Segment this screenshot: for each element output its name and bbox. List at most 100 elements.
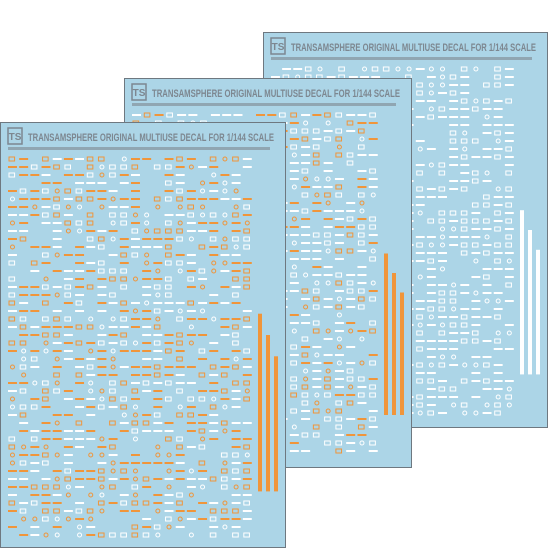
decal-mark	[231, 262, 241, 264]
decal-mark	[30, 246, 40, 248]
decal-mark	[120, 468, 127, 474]
decal-mark	[175, 350, 185, 352]
decal-mark	[493, 148, 503, 150]
decal-mark	[198, 502, 208, 504]
decal-mark	[19, 430, 29, 432]
decal-mark	[165, 276, 172, 282]
decal-mark	[99, 324, 105, 330]
decal-mark	[86, 262, 96, 264]
decal-mark	[314, 400, 320, 406]
decal-mark	[53, 316, 60, 322]
decal-mark	[504, 156, 514, 158]
decal-mark	[153, 358, 163, 360]
decal-mark	[177, 204, 183, 210]
decal-mark	[426, 404, 436, 406]
decal-mark	[471, 138, 479, 144]
decal-mark	[243, 532, 250, 538]
decal-mark	[231, 254, 241, 256]
decal-mark	[165, 516, 172, 522]
decal-mark	[200, 188, 206, 194]
decal-mark	[505, 170, 512, 176]
decal-mark	[504, 84, 514, 86]
decal-mark	[99, 508, 105, 514]
decal-mark	[132, 340, 138, 346]
decal-mark	[440, 354, 445, 360]
decal-mark	[209, 476, 217, 482]
decal-mark	[52, 326, 62, 328]
decal-mark	[290, 344, 297, 350]
decal-mark	[75, 324, 83, 330]
decal-mark	[449, 188, 459, 190]
decal-mark	[242, 478, 252, 480]
decal-mark	[460, 116, 470, 118]
decal-mark	[335, 112, 343, 118]
decal-mark	[164, 478, 174, 480]
decal-mark	[289, 234, 299, 236]
decal-mark	[131, 228, 139, 234]
decal-mark	[484, 170, 490, 176]
decal-mark	[312, 128, 320, 134]
decal-mark	[267, 114, 277, 116]
decal-mark	[108, 438, 118, 440]
decal-mark	[312, 160, 320, 166]
decal-mark	[301, 288, 309, 294]
decal-mark	[86, 246, 96, 248]
decal-mark	[244, 220, 250, 226]
decal-mark	[449, 396, 459, 398]
logo-box	[131, 83, 147, 101]
decal-mark	[325, 280, 331, 286]
decal-mark	[336, 296, 342, 302]
decal-mark	[188, 114, 198, 116]
decal-mark	[119, 430, 129, 432]
decal-mark	[75, 196, 83, 202]
decal-mark	[209, 236, 217, 242]
decal-mark	[42, 484, 49, 490]
decal-mark	[426, 324, 436, 326]
decal-mark	[312, 250, 322, 252]
decal-mark	[53, 388, 60, 394]
decal-mark	[19, 230, 29, 232]
decal-mark	[428, 82, 434, 88]
decal-mark	[369, 168, 376, 174]
decal-mark	[346, 274, 356, 276]
decal-mark	[346, 160, 354, 166]
decal-mark	[371, 76, 381, 78]
decal-mark	[324, 392, 331, 398]
stripe-decal	[384, 253, 388, 415]
decal-mark	[359, 136, 365, 142]
decal-mark	[19, 310, 29, 312]
decal-mark	[19, 404, 27, 410]
decal-mark	[53, 164, 60, 170]
decal-mark	[301, 418, 311, 420]
decal-mark	[30, 350, 40, 352]
decal-mark	[200, 212, 206, 218]
decal-mark	[131, 252, 139, 258]
decal-mark	[482, 412, 492, 414]
decal-mark	[64, 164, 71, 170]
decal-mark	[471, 252, 481, 254]
decal-mark	[323, 186, 333, 188]
decal-mark	[438, 210, 446, 216]
decal-mark	[462, 146, 468, 152]
decal-mark	[198, 166, 208, 168]
decal-mark	[483, 218, 490, 224]
decal-mark	[175, 182, 185, 184]
decal-mark	[504, 140, 514, 142]
decal-mark	[334, 378, 344, 380]
decal-mark	[243, 484, 250, 490]
decal-mark	[54, 188, 60, 194]
decal-mark	[460, 76, 470, 78]
decal-mark	[86, 220, 94, 226]
decal-mark	[153, 246, 163, 248]
decal-mark	[131, 326, 140, 328]
decal-mark	[176, 332, 183, 338]
decal-mark	[43, 348, 49, 354]
decal-mark	[271, 76, 280, 78]
decal-mark	[155, 204, 161, 210]
decal-mark	[494, 314, 501, 320]
decal-mark	[108, 230, 118, 232]
decal-mark	[166, 524, 172, 530]
decal-mark	[43, 340, 49, 346]
decal-mark	[242, 310, 252, 312]
decal-mark	[19, 382, 29, 384]
